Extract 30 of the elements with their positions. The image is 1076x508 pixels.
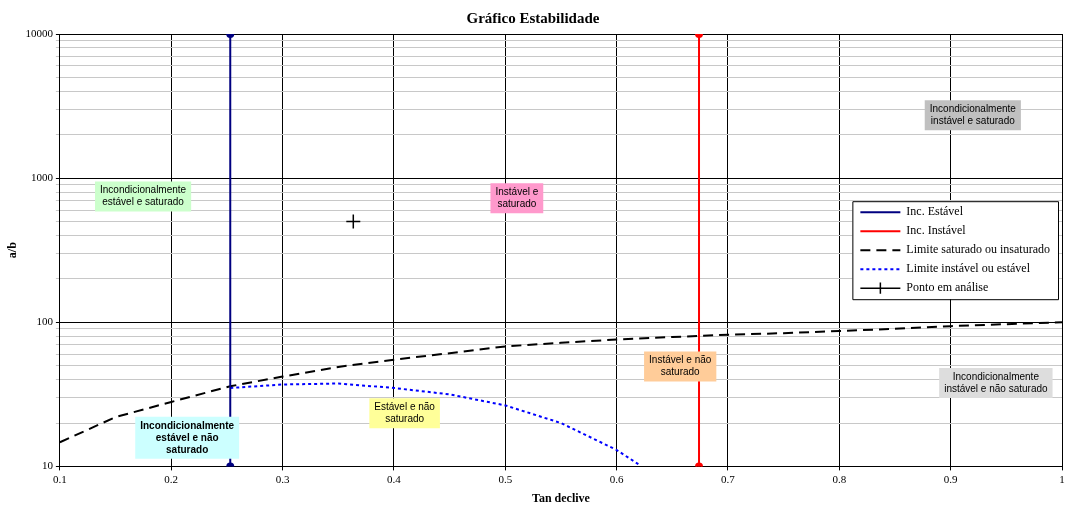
- y-tick-label: 10: [41, 459, 54, 472]
- annotation: Incondicionalmente estável e não saturado: [140, 419, 235, 455]
- x-tick-label: 0.9: [943, 472, 959, 485]
- annotation: Incondicionalmente instável e não saturado: [944, 370, 1048, 394]
- y-axis-title: a/b: [5, 241, 20, 259]
- legend-label: Inc. Estável: [906, 204, 964, 219]
- legend-label: Ponto em análise: [906, 280, 989, 295]
- annotation: Incondicionalmente instável e saturado: [929, 103, 1017, 127]
- annotation: Instável e saturado: [495, 186, 539, 210]
- y-tick-label: 100: [36, 315, 54, 328]
- x-tick-label: 0.5: [498, 472, 513, 485]
- y-tick-label: 1000: [30, 171, 54, 184]
- x-tick-label: 1: [1059, 472, 1065, 485]
- x-tick-label: 0.4: [387, 472, 402, 485]
- annotation: Estável e não saturado: [374, 400, 436, 424]
- x-tick-label: 0.3: [275, 472, 290, 485]
- x-tick-label: 0.1: [53, 472, 67, 485]
- legend-label: Limite saturado ou insaturado: [906, 242, 1051, 257]
- annotation: Instável e não saturado: [649, 354, 712, 378]
- y-tick-label: 10000: [25, 26, 54, 39]
- legend-label: Limite instável ou estável: [906, 261, 1031, 276]
- x-tick-label: 0.6: [609, 472, 624, 485]
- x-axis-title: Tan declive: [532, 490, 591, 505]
- x-tick-label: 0.7: [721, 472, 736, 485]
- x-tick-label: 0.2: [164, 472, 179, 485]
- x-tick-label: 0.8: [832, 472, 847, 485]
- point: [345, 213, 362, 230]
- legend-label: Inc. Instável: [906, 223, 967, 238]
- annotation: Incondicionalmente estável e saturado: [99, 184, 187, 208]
- chart-title: Gráfico Estabilidade: [466, 9, 600, 26]
